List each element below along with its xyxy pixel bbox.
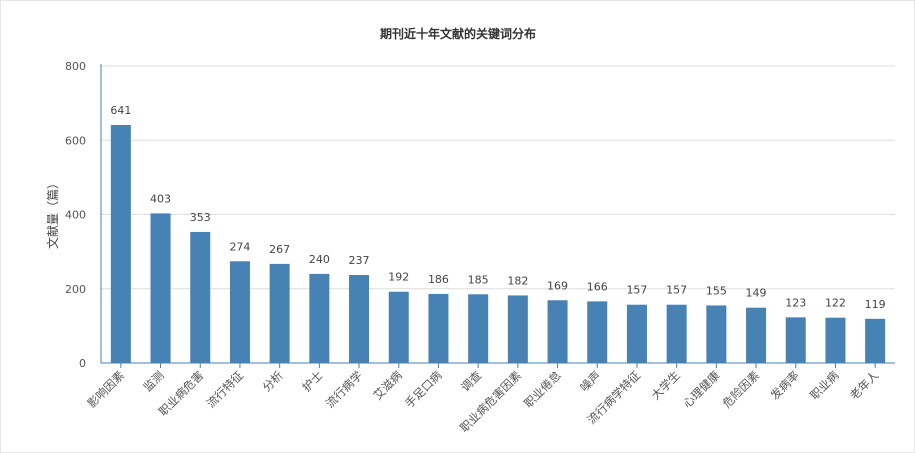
y-tick-label: 400 [65,209,86,222]
x-tick-label: 大学生 [648,368,682,402]
data-label: 122 [825,297,846,310]
bar [746,307,767,363]
x-tick-label: 流行特征 [204,368,247,411]
y-tick-label: 800 [65,60,86,73]
data-label: 155 [706,284,727,297]
data-label: 267 [269,243,290,256]
x-tick-label: 手足口病 [402,368,445,411]
data-label: 149 [746,287,767,300]
bar [865,318,886,363]
bar [269,263,290,363]
y-tick-label: 0 [79,357,86,370]
y-axis-label: 文献量（篇） [45,177,60,249]
data-label: 166 [587,280,608,293]
bar [349,275,370,363]
x-tick-label: 调查 [458,368,485,395]
x-tick-label: 监测 [141,368,167,394]
data-label: 157 [626,284,647,297]
data-labels: 641 403 353 274 267 240 237 192 186 185 182 169 166 1… [110,104,885,311]
data-label: 192 [388,271,409,284]
bar [706,305,727,363]
data-label: 237 [349,254,370,267]
x-tick-label: 老年人 [847,368,882,403]
x-tick-label: 分析 [260,368,286,394]
bar [626,304,647,363]
x-tick-label: 影响因素 [85,368,127,410]
y-tick-labels: 0 200 400 600 800 [65,60,86,370]
y-tick-label: 600 [65,134,86,147]
bar [507,295,528,363]
bar [309,273,330,363]
bar [825,317,846,363]
x-tick-label: 职业倦怠 [521,368,563,410]
data-label: 353 [190,211,211,224]
x-tick-label: 艾滋病 [371,368,406,403]
bar [190,231,211,363]
bar [229,261,250,363]
data-label: 240 [309,253,330,266]
bar [150,213,171,363]
bar [468,294,489,363]
x-tick-label: 职业病 [807,368,842,403]
x-tick-label: 护士 [299,368,325,394]
bar [428,293,449,363]
data-label: 182 [507,274,528,287]
data-label: 274 [229,240,250,253]
bars [110,125,886,363]
data-label: 123 [785,296,806,309]
gridlines [101,65,895,290]
bar [110,125,131,363]
y-tick-label: 200 [65,283,86,296]
x-tick-label: 危险因素 [720,368,762,410]
data-label: 403 [150,192,171,205]
axes [100,64,895,368]
x-tick-label: 发病率 [768,368,802,402]
x-tick-label: 流行病学 [323,368,365,410]
bar [388,291,409,363]
x-tick-label: 心理健康 [680,368,723,411]
data-label: 169 [547,279,568,292]
data-label: 119 [865,298,886,311]
data-label: 185 [468,273,489,286]
chart-title: 期刊近十年文献的关键词分布 [380,26,536,41]
bar [587,301,608,363]
x-tick-label: 噪声 [577,368,603,394]
data-label: 641 [110,104,131,117]
bar [785,317,806,363]
bar [666,304,687,363]
data-label: 186 [428,273,449,286]
data-label: 157 [666,284,687,297]
bar [547,300,568,363]
